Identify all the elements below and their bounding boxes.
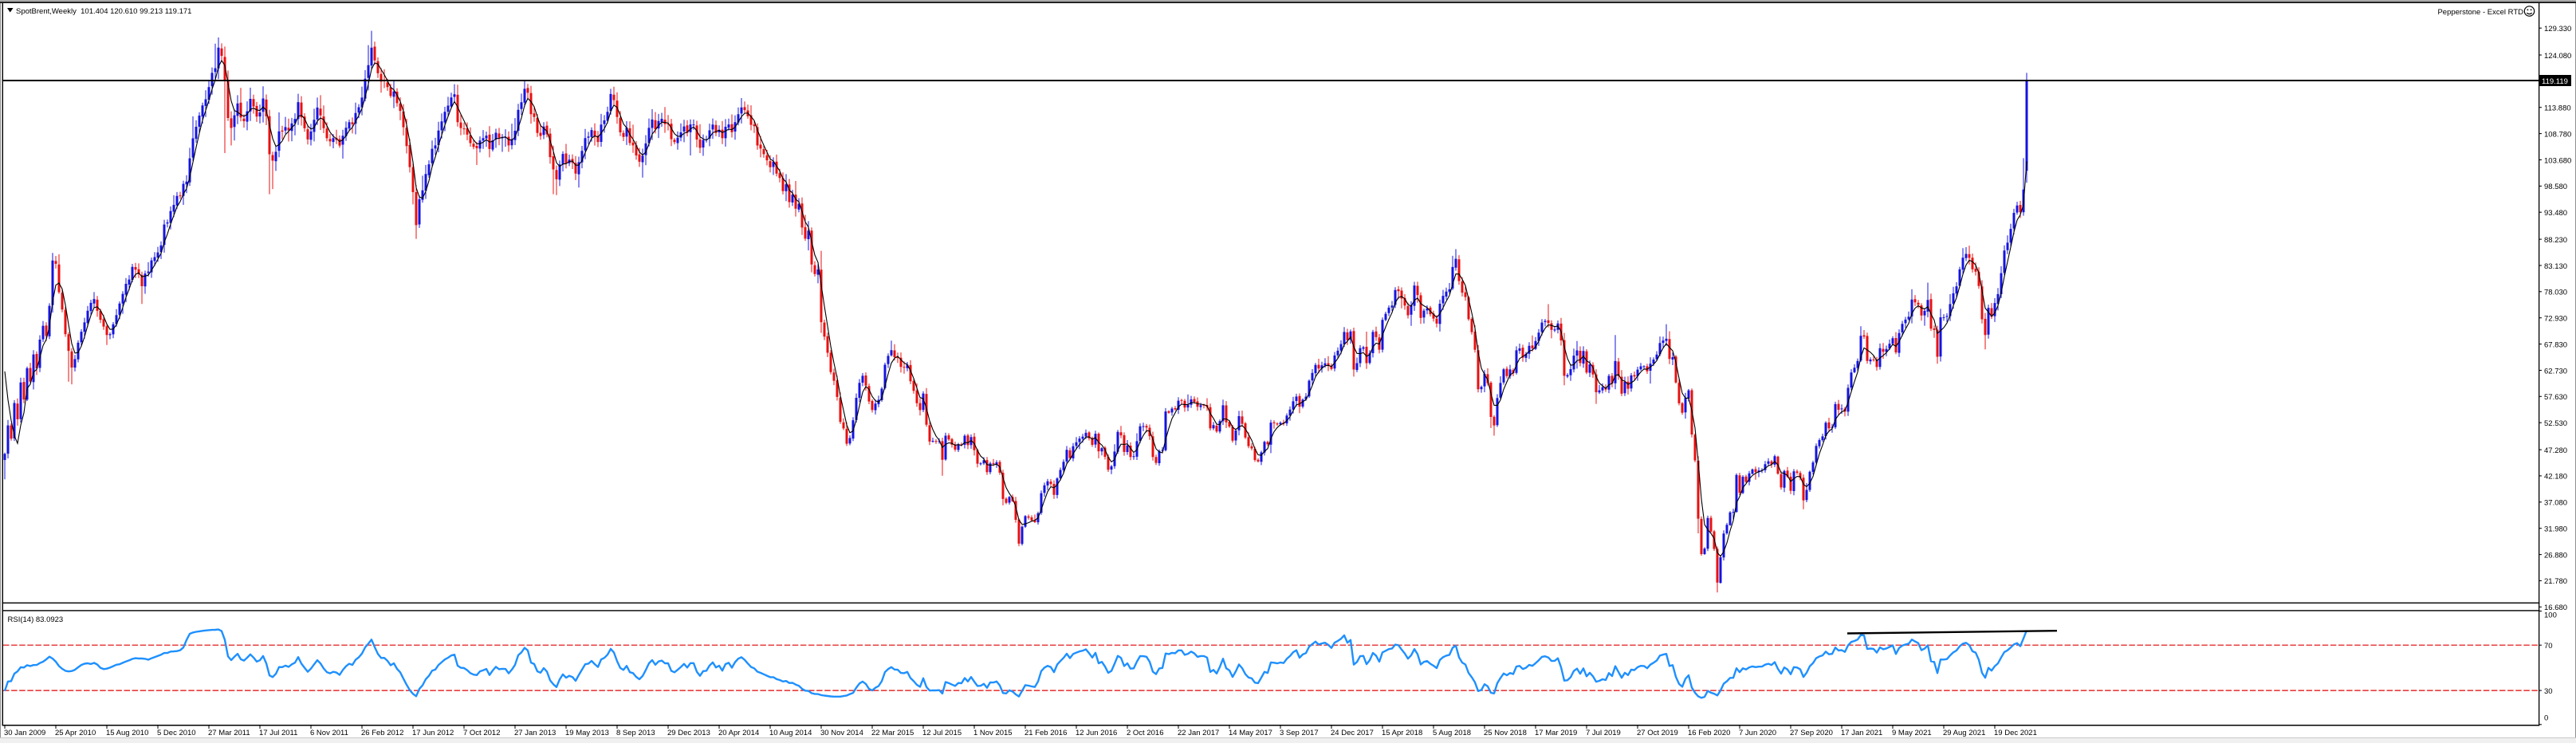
svg-text:47.280: 47.280 (2544, 446, 2567, 455)
svg-text:10 Aug 2014: 10 Aug 2014 (769, 729, 812, 737)
svg-text:RSI(14) 83.0923: RSI(14) 83.0923 (8, 615, 64, 624)
svg-text:16 Feb 2020: 16 Feb 2020 (1688, 729, 1730, 737)
svg-text:129.330: 129.330 (2544, 25, 2571, 33)
svg-text:17 Mar 2019: 17 Mar 2019 (1535, 729, 1577, 737)
svg-text:17 Jul 2011: 17 Jul 2011 (259, 729, 297, 737)
svg-text:24 Dec 2017: 24 Dec 2017 (1331, 729, 1374, 737)
svg-text:42.180: 42.180 (2544, 473, 2567, 482)
svg-text:22 Jan 2017: 22 Jan 2017 (1178, 729, 1219, 737)
svg-text:26 Feb 2012: 26 Feb 2012 (361, 729, 403, 737)
svg-text:103.680: 103.680 (2544, 156, 2571, 165)
svg-text:30: 30 (2544, 687, 2553, 696)
svg-text:119.119: 119.119 (2542, 77, 2568, 86)
svg-text:29 Dec 2013: 29 Dec 2013 (667, 729, 710, 737)
svg-text:22 Mar 2015: 22 Mar 2015 (871, 729, 914, 737)
svg-text:21.780: 21.780 (2544, 577, 2567, 586)
svg-text:27 Oct 2019: 27 Oct 2019 (1637, 729, 1678, 737)
svg-text:124.080: 124.080 (2544, 52, 2571, 61)
svg-text:5 Aug 2018: 5 Aug 2018 (1433, 729, 1471, 737)
svg-text:30 Nov 2014: 30 Nov 2014 (820, 729, 863, 737)
svg-text:7 Oct 2012: 7 Oct 2012 (463, 729, 500, 737)
svg-text:25 Nov 2018: 25 Nov 2018 (1484, 729, 1527, 737)
svg-text:108.780: 108.780 (2544, 130, 2571, 139)
svg-text:37.080: 37.080 (2544, 499, 2567, 508)
svg-text:78.030: 78.030 (2544, 289, 2567, 297)
svg-text:113.880: 113.880 (2544, 104, 2571, 113)
svg-text:72.930: 72.930 (2544, 315, 2567, 324)
svg-text:29 Aug 2021: 29 Aug 2021 (1943, 729, 1985, 737)
svg-text:88.230: 88.230 (2544, 236, 2567, 245)
svg-text:70: 70 (2544, 642, 2553, 651)
svg-text:17 Jan 2021: 17 Jan 2021 (1841, 729, 1882, 737)
svg-text:12 Jul 2015: 12 Jul 2015 (922, 729, 962, 737)
svg-text:27 Sep 2020: 27 Sep 2020 (1790, 729, 1833, 737)
svg-text:57.630: 57.630 (2544, 393, 2567, 402)
svg-text:Pepperstone - Excel RTD: Pepperstone - Excel RTD (2437, 8, 2523, 17)
svg-text:27 Mar 2011: 27 Mar 2011 (208, 729, 250, 737)
svg-text:15 Aug 2010: 15 Aug 2010 (106, 729, 148, 737)
svg-text:8 Sep 2013: 8 Sep 2013 (616, 729, 655, 737)
svg-text:9 May 2021: 9 May 2021 (1892, 729, 1932, 737)
svg-text:67.830: 67.830 (2544, 340, 2567, 349)
svg-text:19 Dec 2021: 19 Dec 2021 (1994, 729, 2037, 737)
svg-text:52.530: 52.530 (2544, 419, 2567, 428)
svg-text:100: 100 (2544, 611, 2557, 620)
svg-text:62.730: 62.730 (2544, 367, 2567, 375)
svg-text:7 Jul 2019: 7 Jul 2019 (1586, 729, 1621, 737)
svg-text:6 Nov 2011: 6 Nov 2011 (310, 729, 348, 737)
svg-text:1 Nov 2015: 1 Nov 2015 (973, 729, 1013, 737)
svg-text:12 Jun 2016: 12 Jun 2016 (1076, 729, 1117, 737)
svg-text:83.130: 83.130 (2544, 262, 2567, 271)
svg-text:5 Dec 2010: 5 Dec 2010 (157, 729, 196, 737)
svg-text:14 May 2017: 14 May 2017 (1229, 729, 1272, 737)
svg-text:98.580: 98.580 (2544, 183, 2567, 191)
svg-text:16.680: 16.680 (2544, 603, 2567, 612)
svg-text:26.880: 26.880 (2544, 551, 2567, 560)
svg-text:93.480: 93.480 (2544, 209, 2567, 218)
svg-text:30 Jan 2009: 30 Jan 2009 (4, 729, 45, 737)
svg-text:17 Jun 2012: 17 Jun 2012 (412, 729, 454, 737)
svg-text:21 Feb 2016: 21 Feb 2016 (1025, 729, 1067, 737)
svg-text:20 Apr 2014: 20 Apr 2014 (718, 729, 759, 737)
svg-text:27 Jan 2013: 27 Jan 2013 (514, 729, 556, 737)
svg-text:3 Sep 2017: 3 Sep 2017 (1280, 729, 1319, 737)
svg-text:31.980: 31.980 (2544, 525, 2567, 534)
svg-text:7 Jun 2020: 7 Jun 2020 (1739, 729, 1776, 737)
svg-text:25 Apr 2010: 25 Apr 2010 (55, 729, 96, 737)
svg-text:0: 0 (2544, 714, 2548, 723)
svg-text:2 Oct 2016: 2 Oct 2016 (1127, 729, 1163, 737)
svg-text:SpotBrent,Weekly 101.404 120.: SpotBrent,Weekly 101.404 120.610 99.213 … (16, 7, 191, 16)
svg-text:19 May 2013: 19 May 2013 (565, 729, 609, 737)
svg-text:15 Apr 2018: 15 Apr 2018 (1382, 729, 1422, 737)
